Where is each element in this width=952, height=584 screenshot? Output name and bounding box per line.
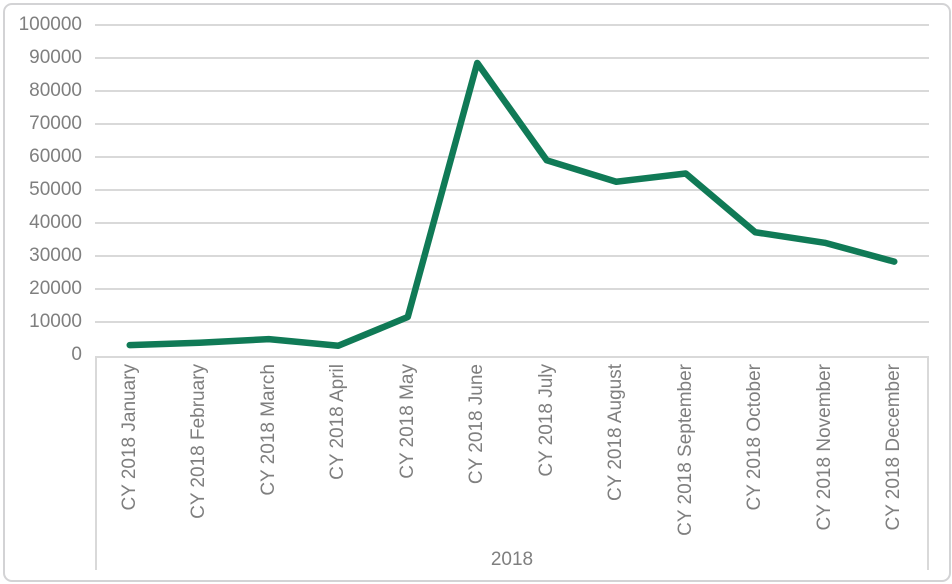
x-axis-category-label: CY 2018 November bbox=[813, 364, 835, 531]
y-axis-tick-label: 40000 bbox=[29, 212, 82, 233]
x-axis-category-label: CY 2018 March bbox=[257, 364, 279, 496]
x-axis-category-label: CY 2018 September bbox=[674, 364, 696, 536]
y-axis-tick-label: 60000 bbox=[29, 146, 82, 167]
x-axis-category-label: CY 2018 April bbox=[327, 364, 349, 480]
x-axis-category-label: CY 2018 May bbox=[396, 364, 418, 479]
line-chart-plot bbox=[95, 24, 929, 350]
y-axis-tick-label: 20000 bbox=[29, 278, 82, 299]
y-axis-tick-label: 90000 bbox=[29, 47, 82, 68]
x-axis-category-label: CY 2018 January bbox=[118, 364, 140, 511]
y-axis-tick-label: 30000 bbox=[29, 245, 82, 266]
data-line-series bbox=[126, 59, 898, 350]
y-axis-tick-label: 100000 bbox=[18, 14, 82, 35]
chart-frame[interactable]: 0 10000 20000 30000 40000 50000 60000 70000 8000… bbox=[3, 3, 951, 582]
y-axis-tick-label: 50000 bbox=[29, 179, 82, 200]
x-axis-category-label: CY 2018 July bbox=[535, 364, 557, 477]
x-axis-group-label: 2018 bbox=[490, 549, 534, 570]
y-axis-tick-label: 70000 bbox=[29, 113, 82, 134]
category-axis-box bbox=[95, 356, 929, 570]
x-axis-category-label: CY 2018 August bbox=[605, 364, 627, 501]
y-axis-tick-label: 0 bbox=[71, 344, 82, 365]
y-axis-tick-label: 10000 bbox=[29, 311, 82, 332]
x-axis-category-label: CY 2018 October bbox=[744, 364, 766, 511]
x-axis-category-label: CY 2018 December bbox=[883, 364, 905, 531]
x-axis-category-label: CY 2018 February bbox=[188, 364, 210, 519]
x-axis-category-label: CY 2018 June bbox=[466, 364, 488, 485]
y-axis-tick-label: 80000 bbox=[29, 80, 82, 101]
